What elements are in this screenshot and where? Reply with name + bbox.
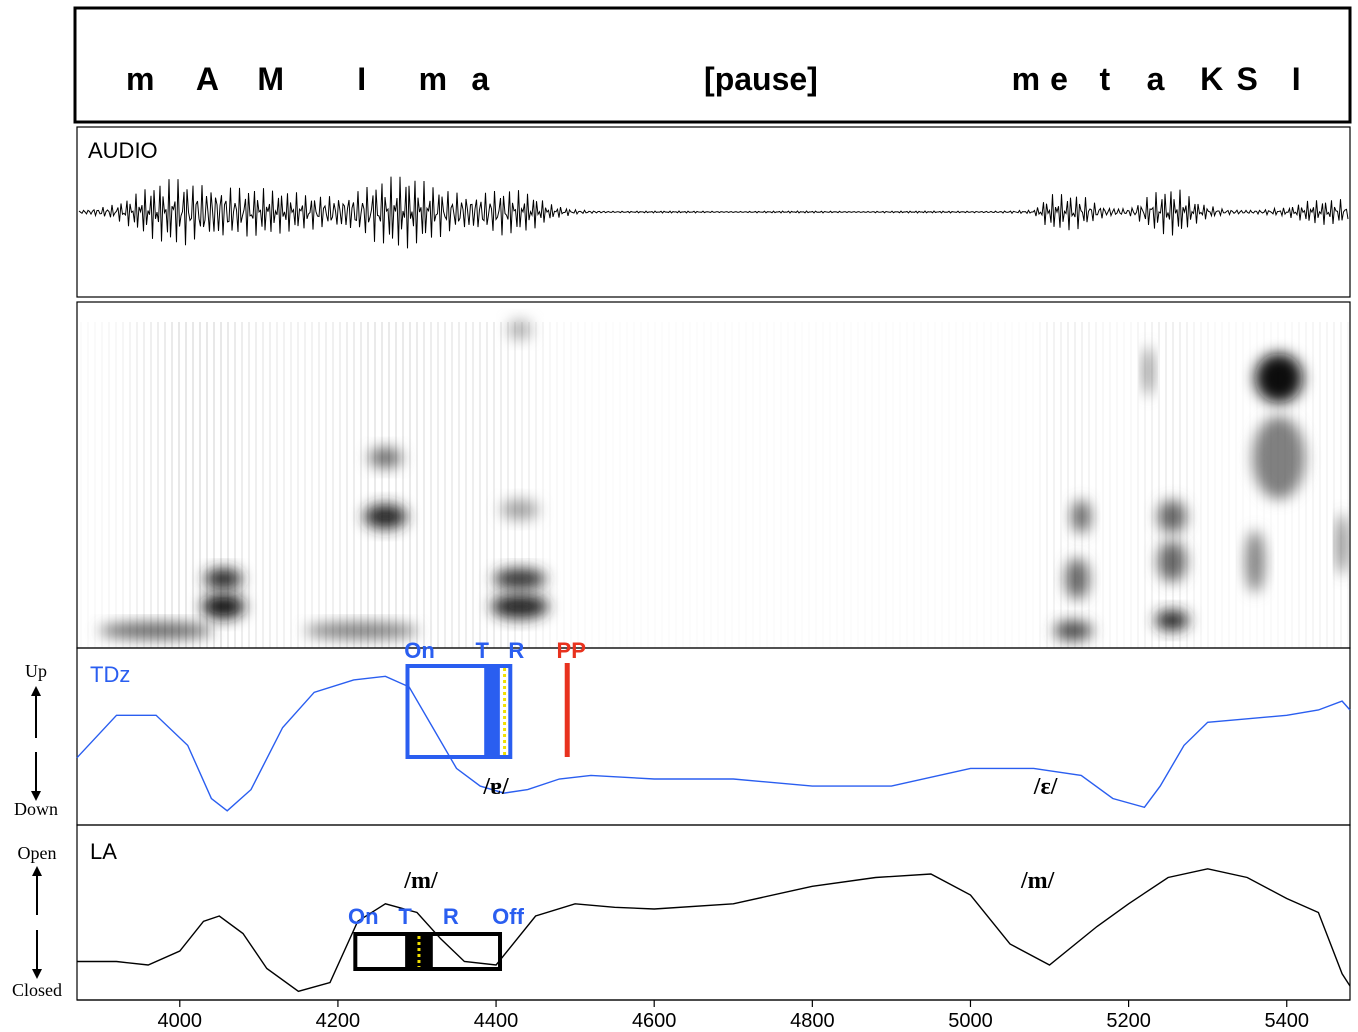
- la-axis-open-label: Open: [18, 843, 57, 863]
- audio-label: AUDIO: [88, 138, 158, 163]
- spectrogram-band-5: [304, 622, 419, 640]
- x-tick-label-1: 4200: [316, 1010, 361, 1032]
- la-down-arrow: [32, 930, 42, 979]
- tdz-plateau-fill: [484, 666, 500, 757]
- segment-label-1: A: [196, 61, 219, 97]
- spectrogram-panel: [76, 301, 1351, 649]
- tdz-pp-label: PP: [557, 638, 586, 663]
- segment-label-12: S: [1237, 61, 1258, 97]
- la-phone-label-1: /m/: [1020, 868, 1055, 894]
- segment-label-8: e: [1050, 61, 1068, 97]
- spectrogram-band-9: [507, 319, 532, 341]
- tdz-label: TDz: [90, 662, 130, 687]
- la-off-label: Off: [492, 904, 524, 929]
- la-panel: LA On T R Off/m/ /m/ Open Closed: [12, 824, 1351, 1001]
- spectrogram-band-13: [1155, 609, 1189, 631]
- x-tick-label-6: 5200: [1106, 1010, 1151, 1032]
- la-plateau-fill: [405, 934, 433, 969]
- spectrogram-band-2: [99, 622, 213, 640]
- x-tick-label-5: 5000: [948, 1010, 993, 1032]
- segment-label-3: I: [357, 61, 366, 97]
- tdz-r-label: R: [508, 638, 524, 663]
- segment-label-13: I: [1292, 61, 1301, 97]
- spectrogram-band-18: [1252, 416, 1305, 500]
- spectrogram-band-4: [368, 447, 402, 469]
- tdz-panel: TDz On T R PP/ɐ/ /ɛ/ Up Down: [14, 638, 1351, 826]
- tdz-trajectory-line: [76, 675, 1351, 812]
- tdz-phone-label-1: /ɛ/: [1033, 774, 1058, 800]
- la-r-label: R: [443, 904, 459, 929]
- tdz-trajectory: On T R PP/ɐ/ /ɛ/: [76, 638, 1351, 812]
- tdz-phone-label-0: /ɐ/: [482, 774, 509, 800]
- la-on-label: On: [348, 904, 379, 929]
- spectrogram-band-3: [364, 504, 407, 529]
- spectrogram-band-17: [1255, 353, 1303, 404]
- audio-waveform: [78, 176, 1349, 249]
- spectrogram-band-20: [1337, 513, 1347, 576]
- spectrogram-band-15: [1157, 499, 1187, 534]
- tdz-gesture-box: [405, 664, 513, 759]
- segment-label-4: m: [419, 61, 447, 97]
- x-tick-label-3: 4600: [632, 1010, 677, 1032]
- spectrogram-band-6: [491, 594, 549, 619]
- la-label: LA: [90, 839, 117, 864]
- x-tick-label-2: 4400: [474, 1010, 519, 1032]
- tdz-down-arrow: [31, 752, 41, 801]
- segment-label-9: t: [1100, 61, 1111, 97]
- la-t-label: T: [398, 904, 412, 929]
- la-phone-label-0: /m/: [403, 868, 438, 894]
- segment-label-10: a: [1147, 61, 1165, 97]
- x-axis: 4000 4200 4400 4600 4800 5000 5200 5400: [77, 999, 1350, 1032]
- segment-label-7: m: [1012, 61, 1040, 97]
- spectrogram-band-7: [493, 568, 546, 590]
- tdz-axis-down-label: Down: [14, 799, 58, 819]
- spectrogram-band-1: [204, 568, 243, 590]
- tdz-t-label: T: [475, 638, 489, 663]
- tdz-on-label: On: [404, 638, 435, 663]
- spectrogram-band-16: [1143, 346, 1154, 397]
- la-trajectory-line: [77, 868, 1351, 993]
- spectrogram-band-12: [1071, 499, 1091, 534]
- audio-panel: AUDIO: [76, 126, 1351, 298]
- segment-label-2: M: [257, 61, 284, 97]
- segment-label-0: m: [126, 61, 154, 97]
- la-up-arrow: [32, 866, 42, 915]
- tdz-up-arrow: [31, 686, 41, 738]
- la-axis-closed-label: Closed: [12, 980, 62, 1000]
- spectrogram-band-0: [201, 594, 245, 619]
- segment-label-11: K: [1200, 61, 1223, 97]
- tdz-axis-up-label: Up: [25, 661, 47, 681]
- spectrogram-band-11: [1065, 558, 1090, 600]
- audio-waveform-line: [78, 176, 1349, 249]
- spectrogram-band-19: [1245, 530, 1265, 593]
- segment-label-5: a: [471, 61, 489, 97]
- spectrogram-band-10: [1054, 620, 1093, 642]
- la-trajectory: On T R Off/m/ /m/: [77, 868, 1351, 993]
- x-tick-label-4: 4800: [790, 1010, 835, 1032]
- spectrogram-band-14: [1157, 540, 1187, 583]
- segment-label-6: [pause]: [704, 61, 818, 97]
- x-tick-label-0: 4000: [158, 1010, 203, 1032]
- spectrogram-energy: [94, 319, 1349, 648]
- x-tick-label-7: 5400: [1264, 1010, 1309, 1032]
- spectrogram-band-8: [500, 499, 539, 520]
